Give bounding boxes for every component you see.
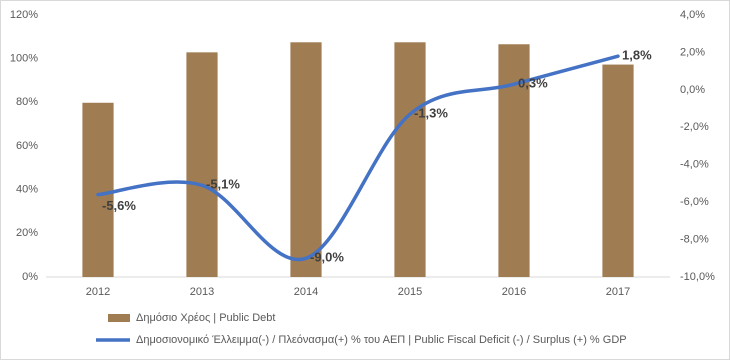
x-tick-label: 2016: [502, 286, 526, 298]
bar: [602, 64, 634, 277]
y-tick-label: 40%: [16, 184, 38, 196]
data-label: -5,1%: [206, 177, 240, 192]
data-label: -1,3%: [414, 106, 448, 121]
data-label: -9,0%: [310, 250, 344, 265]
y-tick-label: 0%: [22, 271, 38, 283]
bar: [186, 52, 218, 278]
x-tick-label: 2012: [86, 286, 110, 298]
x-tick-label: 2017: [606, 286, 630, 298]
y2-tick-label: 0,0%: [680, 84, 705, 96]
legend-swatch: [108, 314, 130, 322]
y-tick-label: 80%: [16, 96, 38, 108]
bar: [290, 42, 322, 277]
data-label: 1,8%: [622, 48, 652, 63]
y2-tick-label: -10,0%: [680, 271, 715, 283]
y-tick-label: 20%: [16, 227, 38, 239]
y2-tick-label: -8,0%: [680, 233, 709, 245]
legend-label: Δημόσιο Χρέος | Public Debt: [136, 312, 275, 324]
y2-tick-label: 4,0%: [680, 9, 705, 21]
x-tick-label: 2015: [398, 286, 422, 298]
x-tick-label: 2013: [190, 286, 214, 298]
bar: [394, 42, 426, 277]
data-label: 0,3%: [518, 76, 548, 91]
y-tick-label: 60%: [16, 140, 38, 152]
y2-tick-label: -4,0%: [680, 159, 709, 171]
line: [96, 54, 620, 262]
y2-tick-label: -2,0%: [680, 121, 709, 133]
bar: [82, 102, 114, 278]
y2-tick-label: -6,0%: [680, 196, 709, 208]
data-label: -5,6%: [102, 198, 136, 213]
y2-tick-label: 2,0%: [680, 46, 705, 58]
y-tick-label: 100%: [10, 53, 38, 65]
legend-label: Δημοσιονομικό Έλλειμμα(-) / Πλεόνασμα(+)…: [136, 334, 627, 346]
x-tick-label: 2014: [294, 286, 318, 298]
y-tick-label: 120%: [10, 9, 38, 21]
